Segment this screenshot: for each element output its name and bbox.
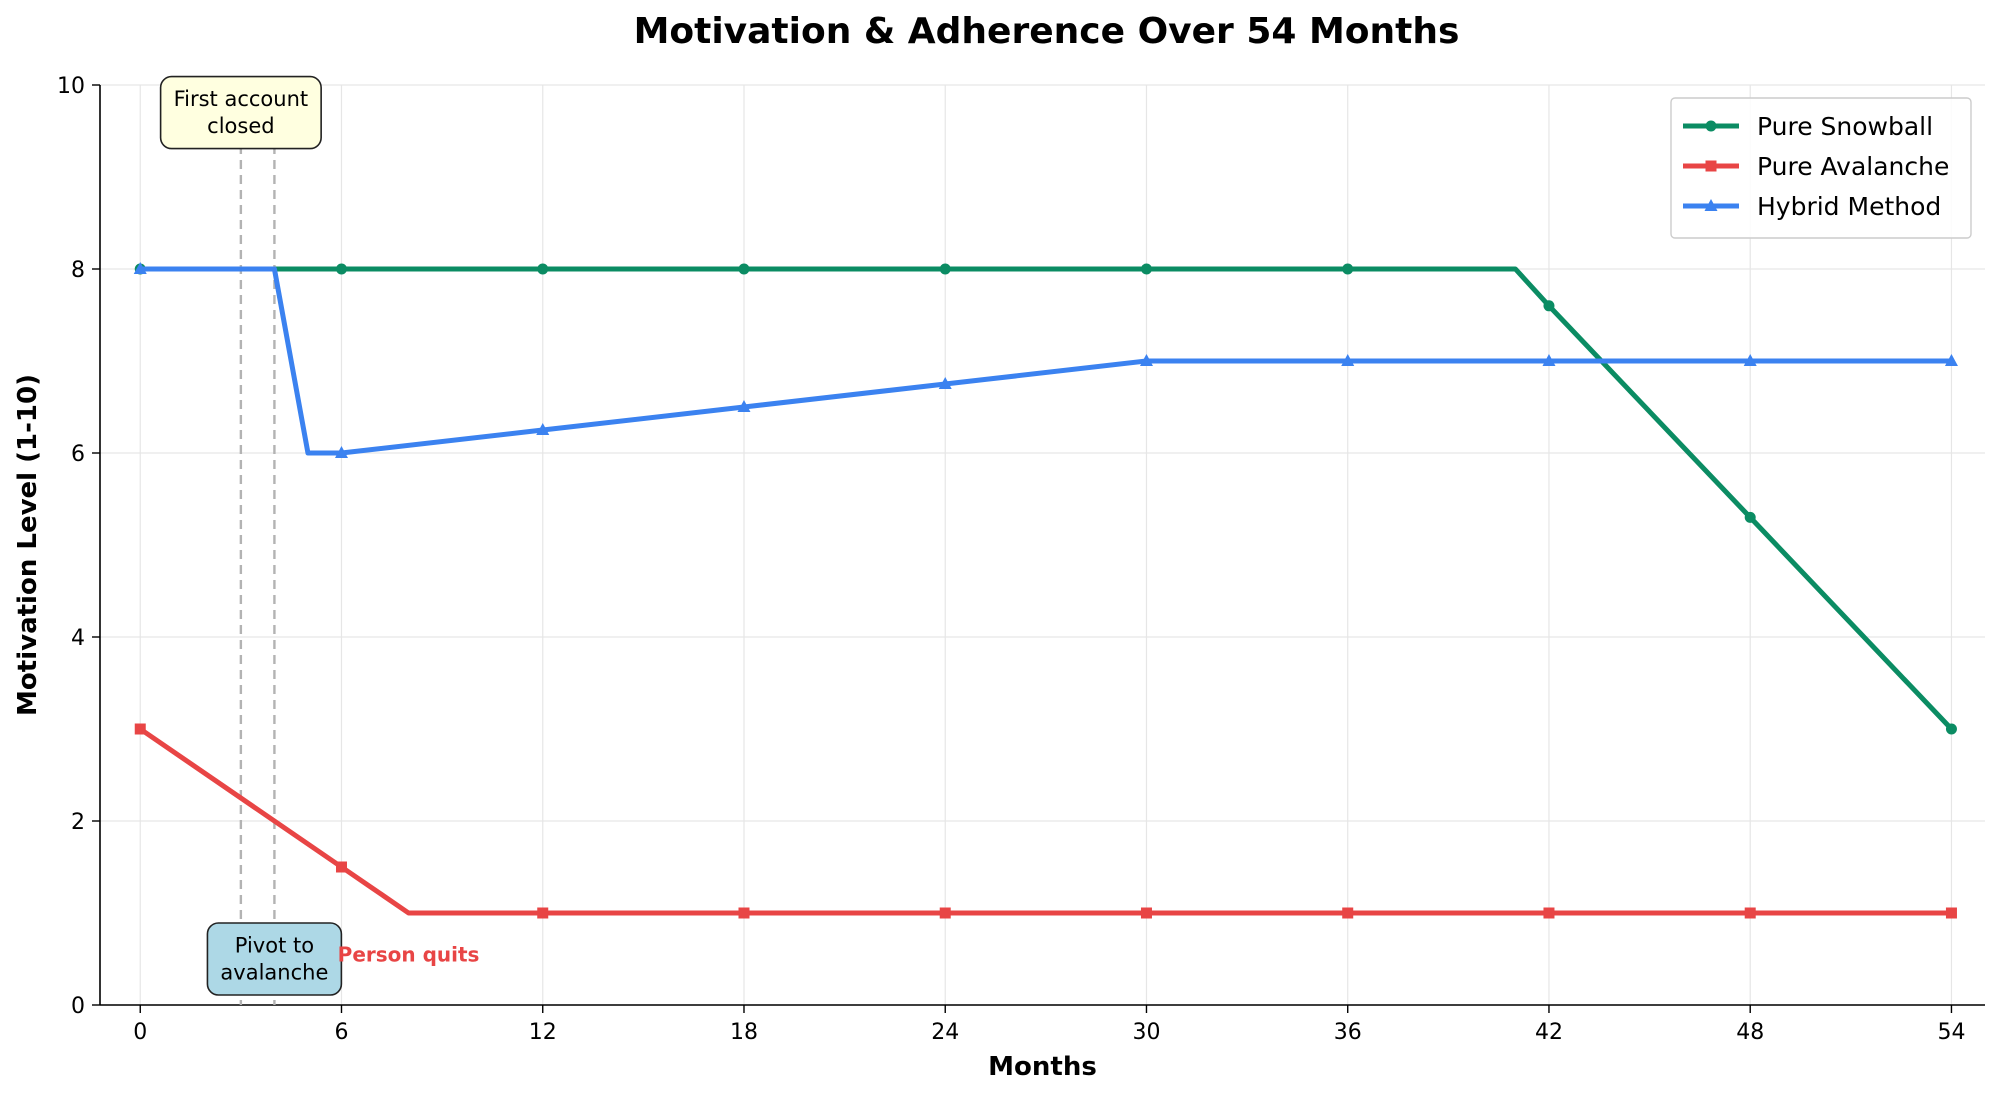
x-tick-label: 54 xyxy=(1937,1020,1965,1045)
hybrid-method-point xyxy=(1743,354,1757,366)
pure-snowball-point xyxy=(1945,723,1957,735)
annotation-text: closed xyxy=(207,114,274,138)
annotation-person-quits: Person quits xyxy=(338,942,480,966)
legend-item-pure-snowball: Pure Snowball xyxy=(1683,112,1933,141)
x-tick-label: 36 xyxy=(1334,1020,1362,1045)
annotation-text: Pivot to xyxy=(235,934,314,958)
pure-snowball-point xyxy=(1744,511,1756,523)
annotation-first-account-closed: First account closed xyxy=(159,75,322,150)
pure-snowball-point xyxy=(1342,263,1354,275)
x-tick-label: 6 xyxy=(334,1020,348,1045)
x-tick-label: 0 xyxy=(133,1020,147,1045)
pure-avalanche-point xyxy=(1744,907,1756,919)
hybrid-method-point xyxy=(1944,354,1958,366)
annotation-box xyxy=(206,922,343,996)
annotation-pivot-to-avalanche: Pivot to avalanche xyxy=(206,922,343,996)
x-tick-label: 12 xyxy=(529,1020,557,1045)
annotation-text: avalanche xyxy=(220,961,328,985)
annotation-text: First account xyxy=(174,87,309,111)
x-tick-label: 30 xyxy=(1132,1020,1160,1045)
chart-title: Motivation & Adherence Over 54 Months xyxy=(634,11,1460,52)
hybrid-method-point xyxy=(737,400,751,412)
y-tick-label: 0 xyxy=(71,994,85,1019)
legend-item-hybrid-method: Hybrid Method xyxy=(1683,192,1941,221)
hybrid-method-point xyxy=(1341,354,1355,366)
y-tick-label: 10 xyxy=(57,74,85,99)
pure-snowball-series xyxy=(134,263,1957,735)
x-tick-label: 24 xyxy=(931,1020,959,1045)
pure-avalanche-point xyxy=(1945,907,1957,919)
hybrid-method-point xyxy=(334,446,348,458)
pure-avalanche-point xyxy=(738,907,750,919)
legend-marker xyxy=(1705,160,1717,172)
hybrid-method-point xyxy=(1542,354,1556,366)
y-tick-label: 6 xyxy=(71,442,85,467)
hybrid-method-point xyxy=(1139,354,1153,366)
pure-snowball-point xyxy=(537,263,549,275)
pure-snowball-point xyxy=(1140,263,1152,275)
legend-marker xyxy=(1705,120,1717,132)
legend-label: Pure Avalanche xyxy=(1757,152,1949,181)
hybrid-method-point xyxy=(133,262,147,274)
pure-avalanche-point xyxy=(134,723,146,735)
annotation-box xyxy=(159,75,322,150)
x-tick-label: 18 xyxy=(730,1020,758,1045)
pure-avalanche-point xyxy=(1140,907,1152,919)
hybrid-method-point xyxy=(938,377,952,389)
y-tick-label: 4 xyxy=(71,626,85,651)
legend-item-pure-avalanche: Pure Avalanche xyxy=(1683,152,1949,181)
y-tick-label: 2 xyxy=(71,810,85,835)
x-tick-label: 48 xyxy=(1736,1020,1764,1045)
y-tick-label: 8 xyxy=(71,258,85,283)
y-axis-title: Motivation Level (1-10) xyxy=(13,374,43,716)
legend-marker xyxy=(1704,199,1718,211)
pure-avalanche-point xyxy=(939,907,951,919)
pure-snowball-point xyxy=(1543,300,1555,312)
pure-avalanche-point xyxy=(1543,907,1555,919)
hybrid-method-point xyxy=(536,423,550,435)
legend-box xyxy=(1670,97,1972,239)
pure-snowball-point xyxy=(335,263,347,275)
pure-avalanche-point xyxy=(1342,907,1354,919)
pure-snowball-point xyxy=(738,263,750,275)
x-axis-title: Months xyxy=(988,1052,1097,1082)
legend-label: Hybrid Method xyxy=(1757,192,1941,221)
pure-avalanche-point xyxy=(537,907,549,919)
hybrid-method-series xyxy=(133,262,1958,458)
pure-avalanche-series xyxy=(134,723,1957,919)
hybrid-method-line xyxy=(137,266,1954,456)
x-tick-label: 42 xyxy=(1535,1020,1563,1045)
pure-snowball-line xyxy=(137,266,1954,732)
pure-snowball-point xyxy=(939,263,951,275)
legend-label: Pure Snowball xyxy=(1757,112,1933,141)
pure-avalanche-point xyxy=(335,861,347,873)
